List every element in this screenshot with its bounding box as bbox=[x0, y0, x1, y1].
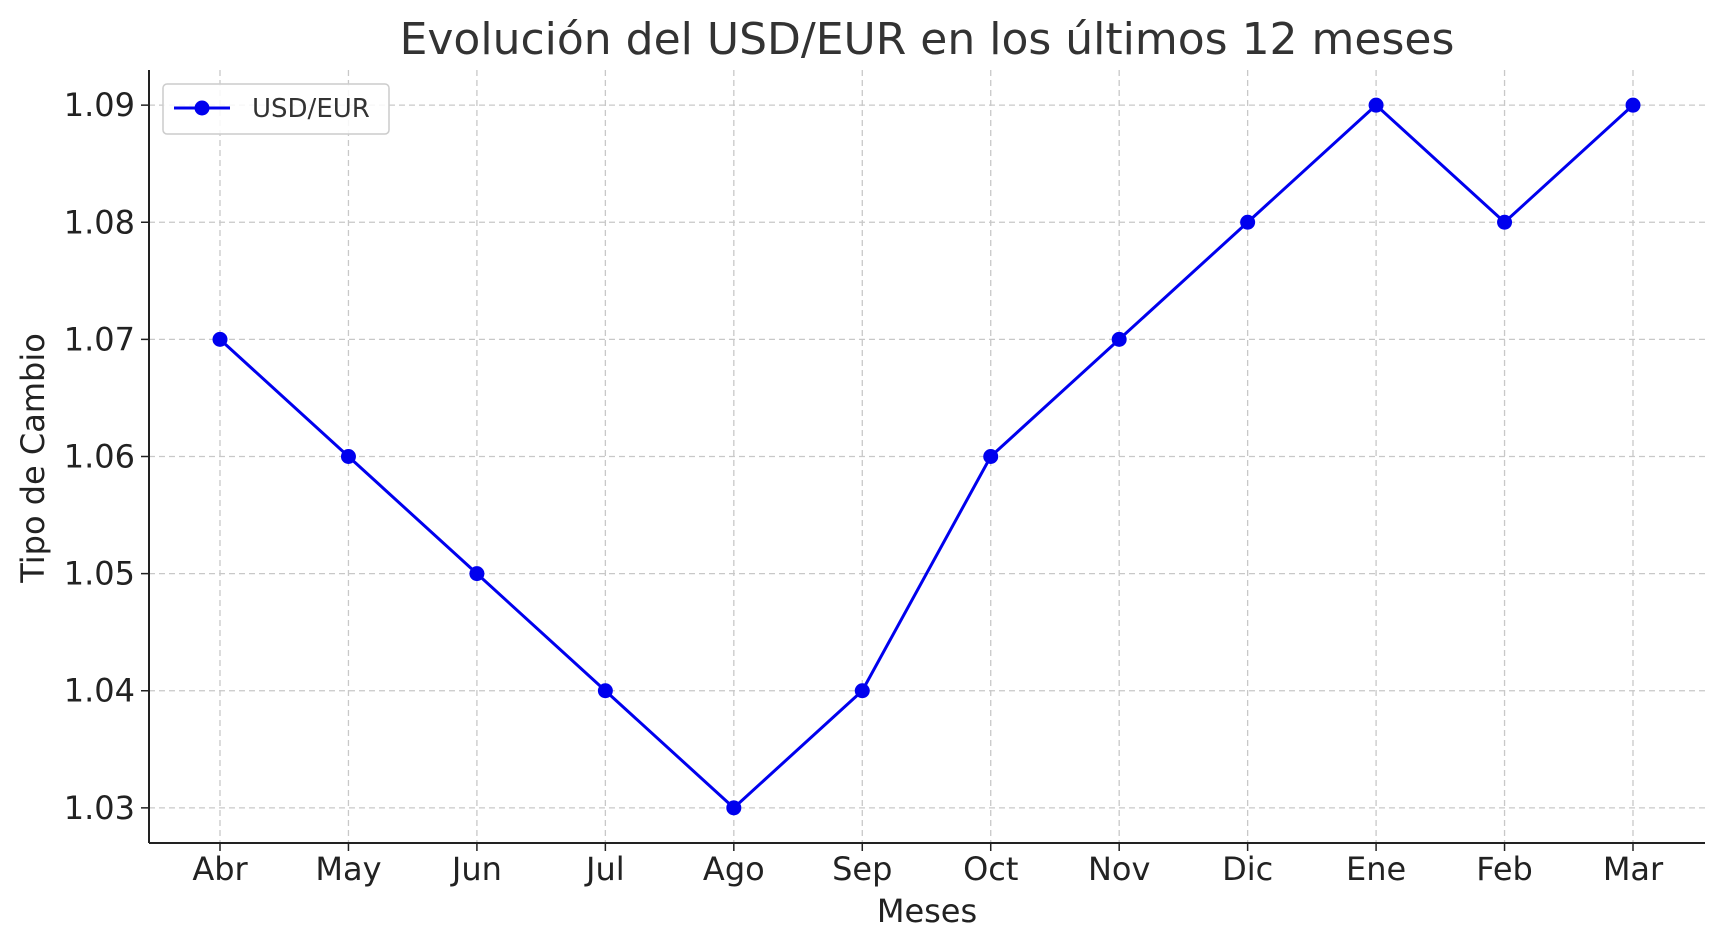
data-point bbox=[1368, 97, 1384, 113]
legend-marker-sample bbox=[194, 100, 210, 116]
y-tick-label: 1.04 bbox=[64, 672, 135, 710]
x-tick-label: Ago bbox=[703, 850, 765, 888]
data-point bbox=[212, 331, 228, 347]
x-tick-label: Jul bbox=[584, 850, 625, 888]
data-point bbox=[726, 800, 742, 816]
x-tick-label: Oct bbox=[963, 850, 1018, 888]
data-point bbox=[983, 449, 999, 464]
legend-entry-usd-eur: USD/EUR bbox=[252, 94, 370, 124]
data-point bbox=[854, 683, 870, 699]
data-point bbox=[597, 683, 613, 699]
x-tick-label: Jun bbox=[450, 850, 502, 888]
series-line-usd-eur bbox=[218, 103, 1635, 810]
x-tick-label: Abr bbox=[192, 850, 248, 888]
y-tick-label: 1.07 bbox=[64, 320, 135, 358]
y-tick-label: 1.08 bbox=[64, 203, 135, 241]
legend-box bbox=[162, 83, 390, 135]
y-tick-label: 1.03 bbox=[64, 789, 135, 827]
x-tick-label: Nov bbox=[1088, 850, 1150, 888]
data-point bbox=[1111, 331, 1127, 347]
x-axis-label: Meses bbox=[877, 892, 977, 930]
y-tick-label: 1.06 bbox=[64, 438, 135, 476]
series bbox=[212, 97, 1641, 816]
x-tick-label: Mar bbox=[1603, 850, 1664, 888]
data-point bbox=[1625, 97, 1641, 113]
y-ticks: 1.03 1.04 1.05 1.06 1.07 1.08 1.09 bbox=[64, 86, 149, 827]
grid bbox=[149, 70, 1705, 843]
data-point bbox=[1497, 214, 1513, 230]
chart-title: Evolución del USD/EUR en los últimos 12 … bbox=[400, 14, 1455, 65]
x-tick-label: Dic bbox=[1222, 850, 1273, 888]
data-point bbox=[469, 566, 485, 582]
x-ticks: Abr May Jun Jul Ago Sep Oct Nov Dic Ene Feb Mar bbox=[192, 843, 1664, 888]
y-axis-label: Tipo de Cambio bbox=[14, 333, 52, 584]
x-tick-label: Ene bbox=[1346, 850, 1406, 888]
data-point bbox=[1240, 214, 1256, 230]
x-tick-label: May bbox=[315, 850, 381, 888]
data-point bbox=[340, 449, 356, 464]
legend: USD/EUR bbox=[162, 83, 390, 135]
y-tick-label: 1.05 bbox=[64, 555, 135, 593]
x-tick-label: Feb bbox=[1476, 850, 1533, 888]
y-tick-label: 1.09 bbox=[64, 86, 135, 124]
x-tick-label: Sep bbox=[832, 850, 892, 888]
